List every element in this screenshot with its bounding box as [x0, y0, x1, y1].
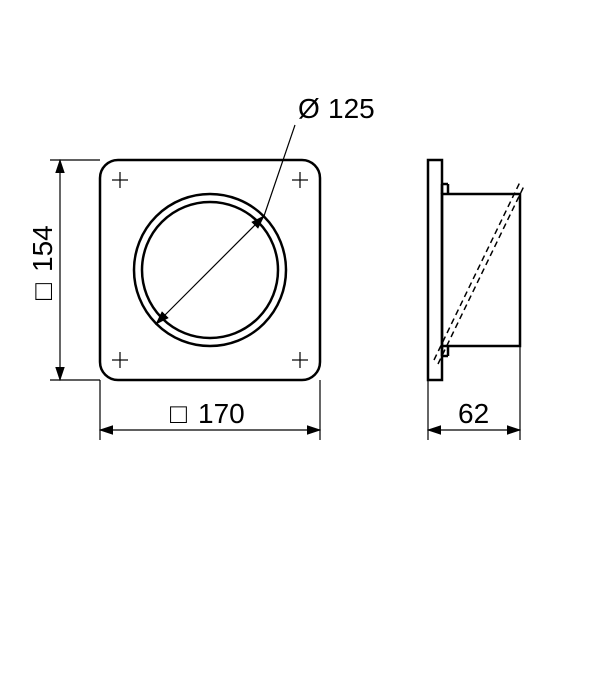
- dim-125-prefix: Ø: [298, 93, 320, 124]
- dim-170-prefix: □: [170, 398, 187, 429]
- damper-line-2: [438, 186, 524, 364]
- dim-154-label: 154: [27, 225, 58, 272]
- damper-line-1: [434, 182, 520, 360]
- side-view: [428, 160, 524, 380]
- dim-154-prefix: □: [27, 283, 58, 300]
- dim-62-label: 62: [458, 398, 489, 429]
- front-view: [100, 125, 320, 380]
- diameter-leader: [264, 125, 295, 216]
- technical-drawing: □ 154 □ 170 Ø 125 62: [0, 0, 600, 685]
- dim-width-170: □ 170: [100, 380, 320, 440]
- diameter-line: [156, 216, 264, 324]
- dim-diameter-125: Ø 125: [298, 93, 375, 124]
- dim-125-label: 125: [328, 93, 375, 124]
- dim-170-label: 170: [198, 398, 245, 429]
- dim-height-154: □ 154: [27, 160, 100, 380]
